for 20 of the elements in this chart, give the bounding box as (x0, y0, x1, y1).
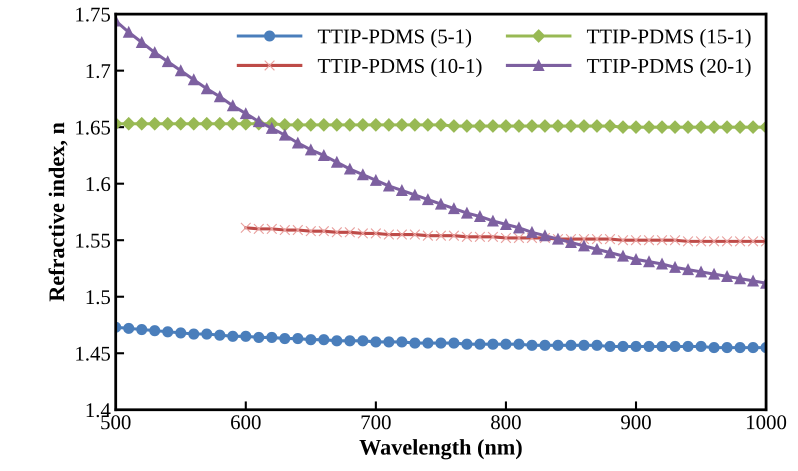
legend-label: TTIP-PDMS (5-1) (318, 28, 472, 48)
legend-label: TTIP-PDMS (15-1) (586, 28, 751, 48)
x-tick-label: 800 (491, 415, 521, 430)
y-tick-label: 1.75 (76, 8, 110, 22)
x-tick-label: 1000 (747, 415, 786, 430)
y-tick-label: 1.5 (86, 290, 110, 304)
legend-label: TTIP-PDMS (20-1) (586, 58, 751, 78)
y-tick-label: 1.7 (86, 64, 110, 78)
legend-label: TTIP-PDMS (10-1) (318, 58, 482, 78)
x-tick-label: 500 (101, 415, 131, 430)
y-axis-title: Refractive index, n (48, 122, 68, 302)
y-tick-label: 1.55 (76, 234, 110, 248)
y-tick-label: 1.4 (86, 403, 111, 418)
x-tick-label: 600 (231, 415, 261, 430)
y-tick-label: 1.45 (76, 346, 110, 361)
x-tick-label: 900 (621, 415, 651, 430)
x-axis-title: Wavelength (nm) (359, 439, 522, 460)
x-tick-label: 700 (362, 415, 391, 430)
y-tick-label: 1.65 (76, 120, 110, 135)
y-tick-label: 1.6 (86, 177, 110, 192)
